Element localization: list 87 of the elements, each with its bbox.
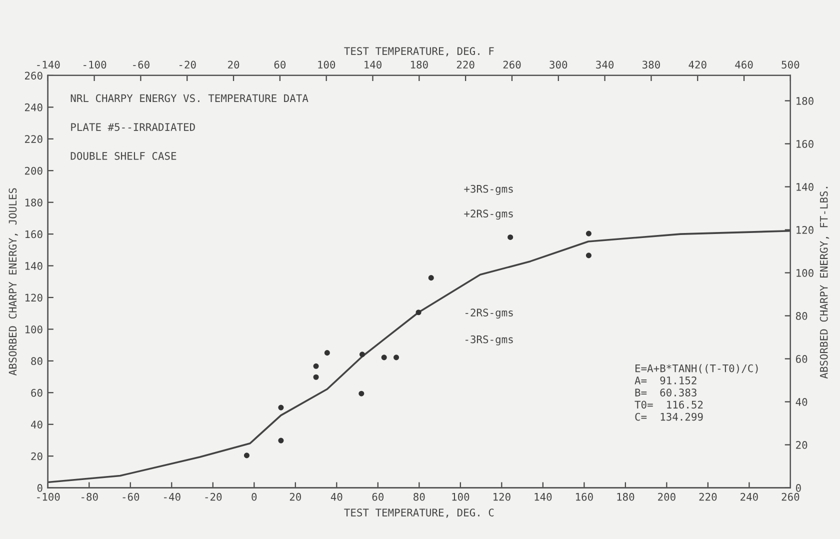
x-tick-label: 100 [452,492,470,501]
point [381,354,387,360]
x2-tick-label: 100 [318,60,336,69]
y2-tick-label: 60 [796,355,808,363]
y2-tick-label: 20 [796,441,808,449]
annotation: E=A+B*TANH((T-T0)/C) A= 91.152 B= 60.383 T0= 116.52 C= 134.299 [634,364,758,421]
annotation: +2RS-gms [464,210,513,220]
x2-tick-label: 60 [274,60,286,69]
x-tick-label: 140 [534,492,552,501]
point [278,438,284,444]
x2-tick-label: 460 [735,60,753,69]
x-tick-label: 160 [576,492,593,501]
y-tick-label: 180 [25,198,42,206]
x2-tick-label: -20 [180,60,196,69]
x-tick-label: 260 [782,492,800,501]
y-tick-label: 20 [31,452,42,460]
x-tick-label: -80 [82,492,98,501]
x-tick-label: 20 [290,492,301,501]
y-tick-label: 80 [31,357,42,366]
y-tick-label: 140 [25,262,42,270]
point [313,374,319,380]
x2-tick-label: 260 [503,60,521,69]
y-tick-label: 120 [25,294,42,302]
point [313,363,319,369]
text: NRL CHARPY ENERGY VS. TEMPERATURE DATA [70,94,308,102]
y-tick-label: 160 [25,230,42,238]
y-tick-label: 40 [30,420,42,428]
x2-tick-label: 420 [688,60,706,69]
x2-tick-label: -60 [133,60,150,69]
x-tick-label: 120 [494,492,510,501]
point [586,230,592,236]
y2-tick-label: 0 [796,484,801,492]
x2-tick-label: 180 [411,60,428,69]
y-tick-label: 240 [24,103,42,112]
point [416,310,422,316]
x2-tick-label: -100 [84,60,106,69]
y2-tick-label: 80 [796,312,808,320]
x2-tick-label: 20 [228,60,240,69]
x-tick-label: 60 [372,492,384,501]
text: PLATE #5--IRRADIATED [71,123,195,131]
annotation: +3RS-gms [464,184,513,195]
x-tick-label: -60 [122,492,140,501]
y-tick-label: 200 [24,166,42,175]
x-tick-label: 220 [699,492,717,501]
point [393,354,400,360]
annotation: -2RS-gms [466,308,513,319]
y2-tick-label: 120 [796,226,814,234]
x-tick-label: 180 [617,492,634,501]
x-tick-label: 40 [330,492,342,501]
y-axis-title: ABSORBED CHARPY ENERGY, JOULES [8,188,18,376]
x-tick-label: 200 [658,492,676,501]
x2-tick-label: -140 [37,60,60,69]
x-tick-label: 0 [252,492,257,501]
y2-tick-label: 140 [796,183,814,191]
point [324,350,330,356]
point [278,404,284,410]
point [244,452,250,458]
y2-tick-label: 40 [796,398,808,406]
y-tick-label: 0 [37,484,42,492]
x-tick-label: 80 [414,492,425,501]
annotation: -3RS-gms [466,335,513,346]
x-axis-title: TEST TEMPERATURE, DEG. C [344,508,494,518]
x2-tick-label: 300 [550,60,568,69]
y2-axis-title: ABSORBED CHARPY ENERGY, FT-LBS. [820,186,830,379]
x2-tick-label: 140 [364,60,382,69]
point [586,252,592,258]
x-tick-label: -100 [37,492,60,501]
y2-tick-label: 160 [796,140,814,148]
x2-tick-label: 380 [642,60,660,69]
y-tick-label: 100 [25,325,42,334]
y2-tick-label: 100 [796,269,814,277]
y-tick-label: 260 [24,72,42,80]
y2-tick-label: 180 [796,97,814,105]
x-tick-label: -20 [205,492,222,501]
point [428,275,434,281]
x-tick-label: -40 [164,492,180,501]
x2-tick-label: 500 [782,60,800,69]
x-tick-label: 240 [740,492,758,501]
y-tick-label: 220 [24,135,42,144]
x2-axis-title: TEST TEMPERATURE, DEG. F [344,47,494,56]
x2-tick-label: 340 [596,60,614,69]
x2-tick-label: 220 [456,60,474,69]
annotation: DOUBLE SHELF CASE [70,152,176,160]
point [508,234,514,240]
point [358,390,364,396]
point [359,352,366,358]
y-tick-label: 60 [31,388,42,397]
